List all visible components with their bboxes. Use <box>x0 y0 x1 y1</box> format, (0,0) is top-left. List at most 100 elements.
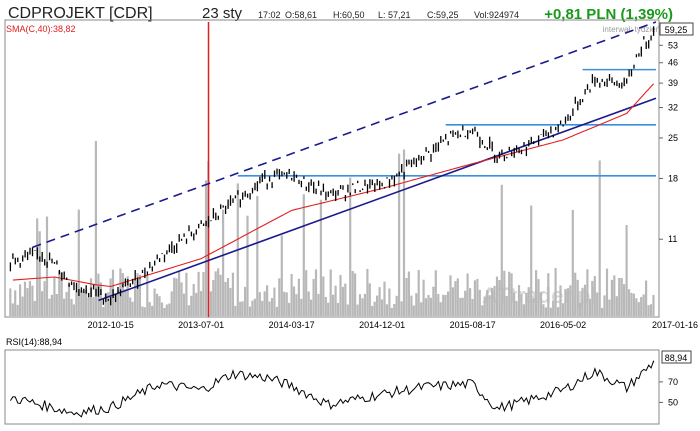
volume-bar <box>517 285 521 316</box>
volume-bar <box>302 194 305 316</box>
volume-bar <box>158 296 161 316</box>
volume-bar <box>336 303 340 316</box>
volume-bar <box>305 270 308 316</box>
volume-bar <box>138 274 141 316</box>
volume-bar <box>317 293 320 316</box>
volume-bar <box>153 288 156 316</box>
volume-bar <box>212 279 215 316</box>
volume-bar <box>285 292 288 316</box>
volume-bar <box>388 288 391 316</box>
volume-bar <box>114 293 117 316</box>
sma-legend: SMA(C,40):38,82 <box>6 24 76 34</box>
x-tick-label: 2013-07-01 <box>178 320 224 330</box>
volume-bar <box>165 304 168 316</box>
volume-bar <box>204 180 208 316</box>
volume-bar <box>500 184 503 316</box>
volume-bar <box>398 153 401 316</box>
volume-value: Vol:924974 <box>474 10 519 20</box>
volume-bar <box>85 290 88 316</box>
volume-bar <box>50 294 53 316</box>
volume-bar <box>637 302 640 316</box>
volume-bar <box>493 286 496 316</box>
volume-bar <box>383 281 386 316</box>
volume-bar <box>527 287 530 316</box>
volume-bar <box>542 304 545 316</box>
volume-bar <box>33 301 36 316</box>
volume-bar <box>195 292 198 316</box>
volume-bar <box>263 291 266 316</box>
volume-bar <box>532 298 535 316</box>
volume-bar <box>537 279 540 316</box>
volume-bar <box>393 304 396 316</box>
volume-bar <box>160 302 164 316</box>
volume-bar <box>549 307 552 316</box>
volume-bar <box>349 177 352 316</box>
volume-bar <box>363 293 366 316</box>
volume-bar <box>239 301 242 316</box>
volume-bar <box>322 276 325 316</box>
volume-bar <box>170 291 173 316</box>
volume-bar <box>222 209 225 316</box>
volume-bar <box>405 278 408 316</box>
volume-bar <box>275 306 278 316</box>
volume-bar <box>481 305 484 316</box>
volume-bar <box>447 291 450 316</box>
volume-bar <box>217 268 220 316</box>
volume-bar <box>11 303 14 316</box>
volume-bar <box>571 209 574 316</box>
x-tick-label: 2016-05-02 <box>540 320 586 330</box>
volume-bar <box>645 280 648 316</box>
volume-bar <box>434 270 437 316</box>
high-value: H:60,50 <box>333 10 365 20</box>
volume-bar <box>224 281 227 316</box>
volume-bar <box>341 286 344 316</box>
volume-bar <box>266 285 269 316</box>
volume-bar <box>576 279 579 316</box>
volume-bar <box>202 272 205 316</box>
volume-bar <box>136 273 139 316</box>
volume-bar <box>241 301 244 316</box>
volume-bar <box>314 269 318 316</box>
volume-bar <box>569 285 572 316</box>
volume-bar <box>148 302 151 316</box>
volume-bar <box>620 278 623 316</box>
volume-bar <box>14 290 17 316</box>
volume-bar <box>515 301 518 316</box>
volume-bar <box>358 294 362 316</box>
volume-bar <box>190 295 193 316</box>
volume-bar <box>361 298 364 316</box>
volume-bar <box>410 295 413 316</box>
volume-bar <box>312 279 315 316</box>
volume-bar <box>642 294 645 316</box>
volume-bar <box>488 295 491 316</box>
volume-bar <box>640 297 643 316</box>
volume-bar <box>55 294 58 316</box>
volume-bar <box>464 290 467 316</box>
volume-bar <box>229 287 232 316</box>
volume-bar <box>422 279 425 316</box>
volume-bar <box>197 271 200 316</box>
volume-bar <box>72 304 75 316</box>
volume-bar <box>70 299 73 316</box>
volume-bar <box>402 149 406 316</box>
y-tick-label: 39 <box>668 78 678 88</box>
y-tick-label: 18 <box>668 173 678 183</box>
volume-bar <box>469 288 472 316</box>
volume-bar <box>226 278 230 316</box>
volume-bar <box>373 301 376 316</box>
volume-bar <box>175 278 178 316</box>
interval-label: interwał: tydzień <box>603 25 660 34</box>
volume-bar <box>593 276 596 316</box>
volume-bar <box>605 268 609 316</box>
volume-bar <box>495 276 499 316</box>
volume-bar <box>280 235 283 316</box>
volume-bar <box>535 270 538 316</box>
volume-bar <box>371 305 374 316</box>
volume-bar <box>385 304 388 316</box>
volume-bar <box>77 209 80 316</box>
volume-bar <box>420 302 423 316</box>
y-tick-label: 46 <box>668 58 678 68</box>
volume-bar <box>163 308 166 316</box>
volume-bar <box>601 307 604 316</box>
volume-bar <box>608 299 611 316</box>
